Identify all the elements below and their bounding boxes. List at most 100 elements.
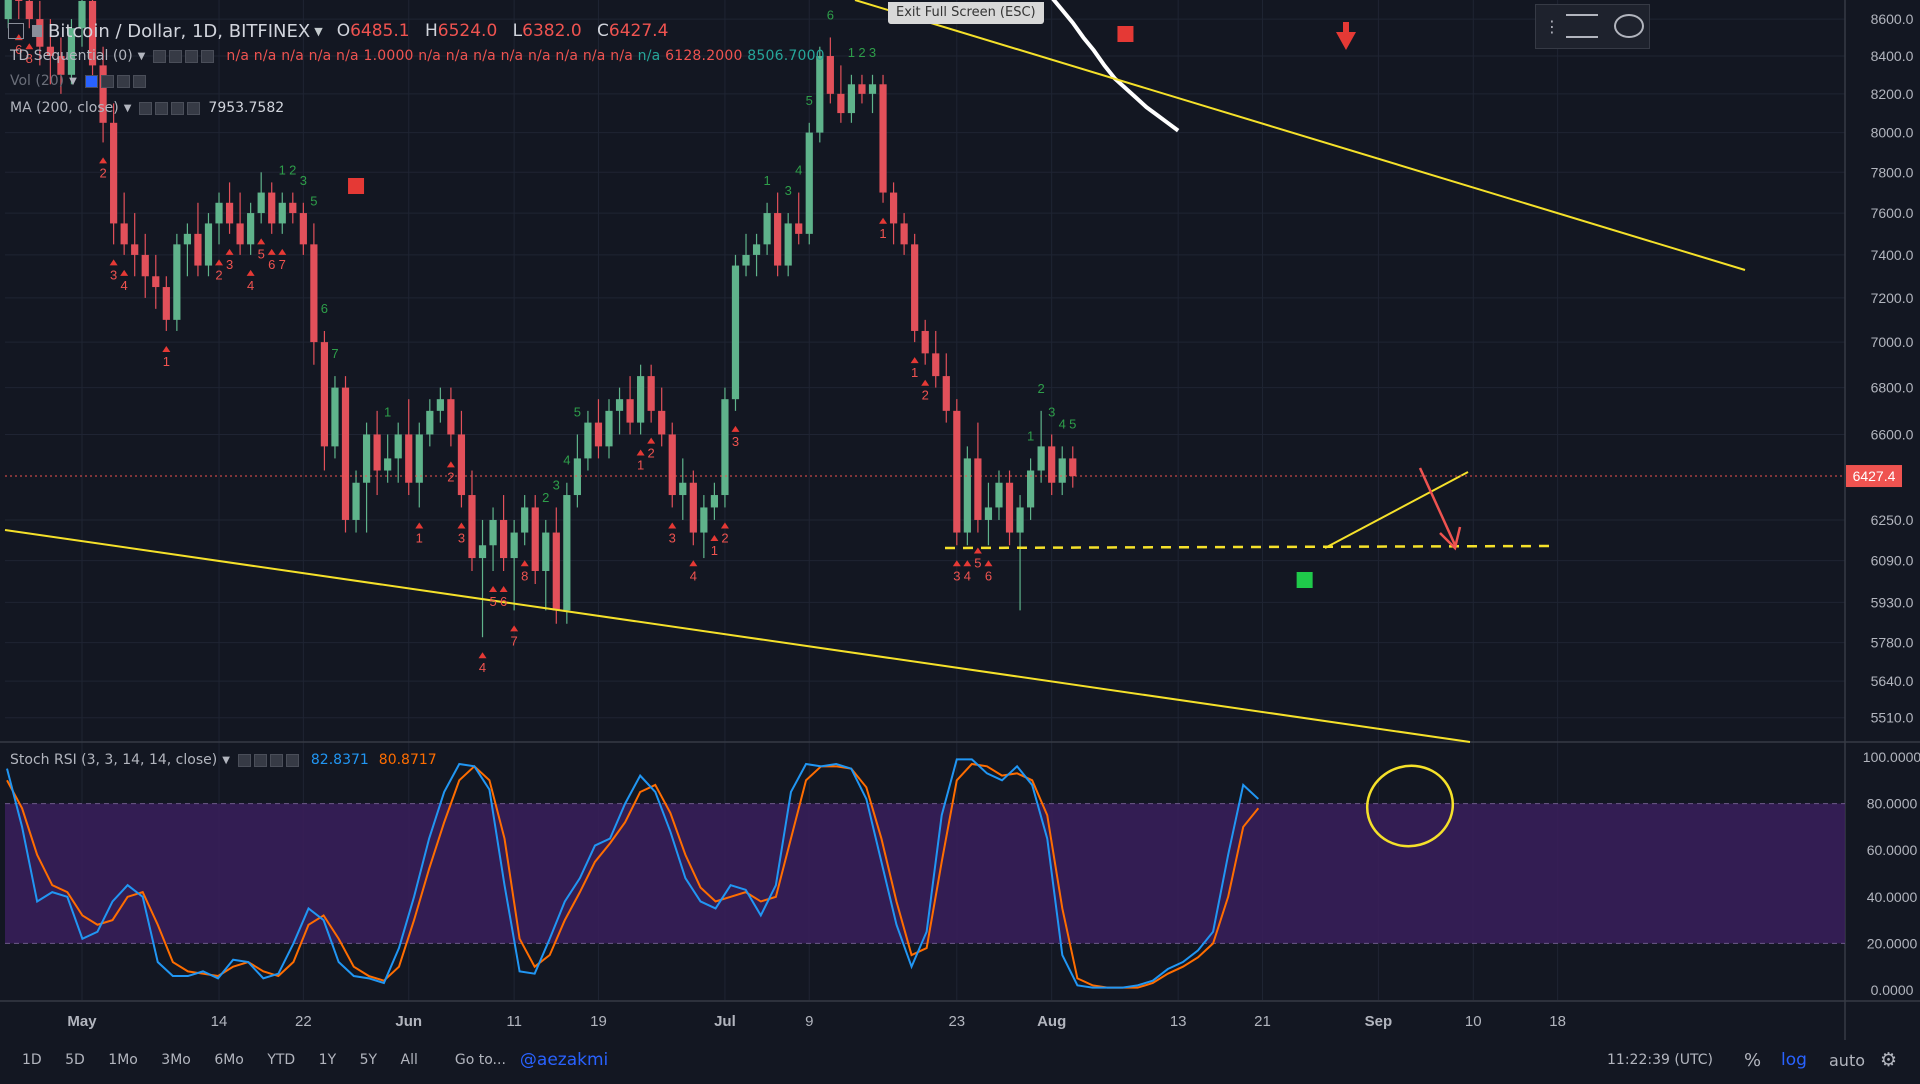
- td-sell-arrow: [215, 259, 224, 266]
- tf-button[interactable]: 1D: [22, 1052, 42, 1068]
- candle-body: [689, 482, 697, 533]
- td-sell-arrow: [636, 449, 645, 456]
- td-indicator-label[interactable]: TD Sequential (0): [10, 48, 133, 64]
- stoch-rsi-label[interactable]: Stoch RSI (3, 3, 14, 14, close): [10, 752, 218, 768]
- candle-body: [405, 434, 413, 483]
- tf-button[interactable]: YTD: [267, 1052, 296, 1068]
- indicator-tools[interactable]: [237, 753, 299, 767]
- vol-indicator-label[interactable]: Vol (20): [10, 73, 65, 89]
- candle-body: [668, 434, 676, 496]
- td-sell-arrow: [520, 560, 529, 567]
- td-sell-arrow: [973, 547, 982, 554]
- tf-button[interactable]: 1Mo: [108, 1052, 138, 1068]
- candle-body: [194, 233, 202, 266]
- time-tick-label: 11: [506, 1013, 522, 1030]
- candle-body: [900, 223, 908, 245]
- time-tick-label: Sep: [1365, 1013, 1393, 1030]
- last-price-badge: [1846, 465, 1902, 488]
- td-count-label: 2: [721, 530, 728, 545]
- tf-button[interactable]: 3Mo: [161, 1052, 191, 1068]
- candle-body: [78, 0, 86, 29]
- tf-button[interactable]: 5Y: [359, 1052, 378, 1068]
- price-tick-label: 6800.0: [1871, 380, 1914, 396]
- time-tick-label: 9: [805, 1013, 813, 1030]
- td-values: n/a n/a n/a n/a n/a 1.0000 n/a n/a n/a n…: [226, 48, 825, 64]
- td-sell-arrow: [415, 522, 424, 529]
- candle-body: [278, 202, 286, 224]
- td-count-label: 6: [500, 594, 507, 609]
- indicator-tools[interactable]: [153, 49, 215, 63]
- candle-body: [1069, 458, 1077, 477]
- candle-body: [289, 202, 297, 214]
- candle-body: [953, 410, 961, 533]
- utc-clock[interactable]: 11:22:39 (UTC): [1607, 1052, 1714, 1068]
- price-tick-label: 5510.0: [1871, 710, 1914, 726]
- upper-trend-line: [854, 0, 1746, 271]
- projection-arrow: [1418, 467, 1457, 546]
- td-count-label: 6: [268, 257, 275, 272]
- candle-body: [826, 56, 834, 94]
- td-count-label: 3: [553, 477, 560, 492]
- candle-body: [341, 387, 350, 520]
- candle-body: [784, 223, 792, 266]
- author-handle[interactable]: @aezakmi: [519, 1050, 609, 1070]
- low-value: 6382.0: [522, 21, 582, 41]
- menu-icon[interactable]: [8, 23, 24, 39]
- stoch-k-line: [6, 758, 1259, 989]
- shape-icon[interactable]: [1614, 14, 1644, 38]
- chevron-down-icon[interactable]: ▼: [222, 754, 230, 766]
- candle-body: [173, 244, 181, 320]
- lines-icon[interactable]: [1566, 14, 1598, 38]
- tf-button[interactable]: 6Mo: [214, 1052, 244, 1068]
- candle-body: [457, 434, 466, 496]
- log-scale-button[interactable]: log: [1781, 1050, 1807, 1070]
- td-count-label: 2: [289, 163, 296, 178]
- candle-body: [858, 84, 866, 94]
- chevron-down-icon[interactable]: ▼: [137, 50, 146, 62]
- candle-body: [436, 399, 444, 411]
- stoch-tick-label: 100.0000: [1863, 749, 1920, 765]
- price-tick-label: 7000.0: [1871, 334, 1914, 350]
- tf-button[interactable]: 1Y: [318, 1052, 337, 1068]
- price-tick-label: 8400.0: [1871, 48, 1914, 64]
- exit-fullscreen-button[interactable]: Exit Full Screen (ESC): [888, 2, 1044, 24]
- candle-body: [331, 387, 339, 447]
- candle-body: [984, 507, 993, 520]
- goto-button[interactable]: Go to...: [454, 1052, 506, 1068]
- high-value: 6524.0: [437, 21, 498, 41]
- drag-handle-icon[interactable]: ⋮: [1544, 17, 1560, 36]
- td-count-label: 1: [279, 163, 286, 178]
- price-tick-label: 8600.0: [1871, 11, 1914, 27]
- gear-icon[interactable]: ⚙: [1880, 1049, 1898, 1071]
- chevron-down-icon[interactable]: ▼: [314, 24, 323, 38]
- td-count-label: 8: [521, 568, 528, 583]
- candle-body: [25, 0, 33, 20]
- td-sell-arrow: [689, 560, 698, 567]
- percent-scale-button[interactable]: %: [1744, 1049, 1762, 1071]
- auto-scale-button[interactable]: auto: [1829, 1050, 1866, 1070]
- td-sell-arrow: [510, 625, 519, 632]
- chevron-down-icon[interactable]: ▼: [123, 102, 132, 114]
- time-tick-label: 21: [1254, 1013, 1271, 1030]
- chart-header: Bitcoin / Dollar, 1D, BITFINEX ▼ O6485.1…: [8, 18, 678, 44]
- candle-body: [995, 482, 1003, 508]
- td-count-label: 5: [1069, 416, 1076, 431]
- td-count-label: 1: [384, 404, 391, 419]
- open-value: 6485.1: [350, 21, 410, 41]
- indicator-tools[interactable]: [139, 101, 201, 115]
- price-tick-label: 8200.0: [1871, 86, 1914, 102]
- candle-body: [847, 84, 856, 114]
- symbol-label[interactable]: Bitcoin / Dollar, 1D, BITFINEX: [48, 20, 311, 42]
- price-tick-label: 5780.0: [1871, 635, 1914, 651]
- ma-indicator-label[interactable]: MA (200, close): [10, 100, 119, 116]
- candle-body: [1016, 507, 1024, 533]
- td-count-label: 4: [121, 278, 128, 293]
- indicator-tools[interactable]: [84, 74, 146, 88]
- candle-body: [373, 434, 381, 471]
- chevron-down-icon[interactable]: ▼: [69, 75, 77, 87]
- tf-button[interactable]: All: [400, 1052, 418, 1068]
- tf-button[interactable]: 5D: [65, 1052, 85, 1068]
- horizontal-support-line: [944, 544, 1551, 550]
